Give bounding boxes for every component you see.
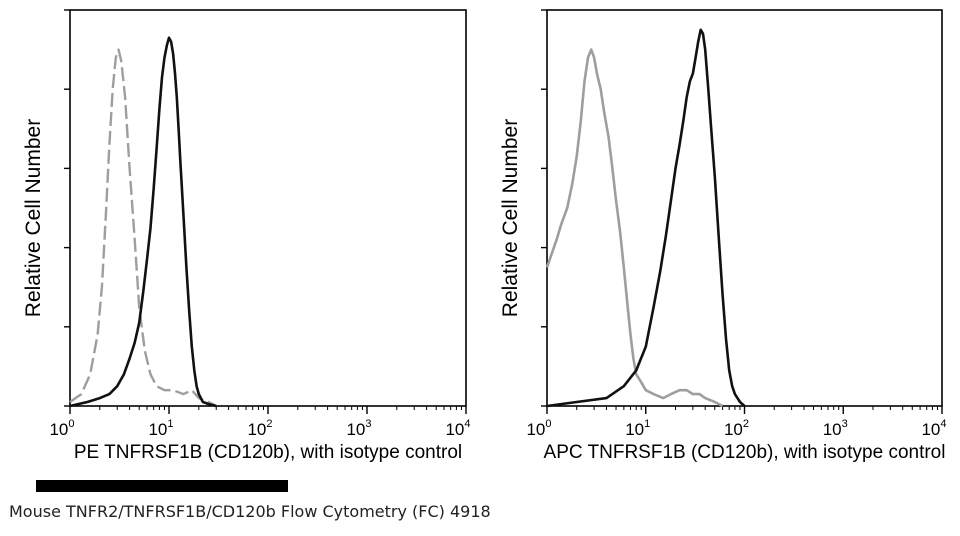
histogram-panel-1: 100 101 102 103 104 Relative Cell Number PE TN…: [22, 9, 471, 463]
y-axis-label: Relative Cell Number: [22, 119, 45, 317]
x-tick-label: 101: [625, 418, 650, 439]
histogram-series-2: [69, 36, 217, 408]
x-axis-label: APC TNFRSF1B (CD120b), with isotype cont…: [544, 442, 946, 463]
histogram-panel-2: 100 101 102 103 104 Relative Cell Number APC T…: [499, 9, 947, 463]
x-tick-label: 104: [445, 418, 470, 439]
x-tick-label: 104: [921, 418, 946, 439]
y-axis-label: Relative Cell Number: [499, 119, 522, 317]
x-tick-label: 103: [823, 418, 848, 439]
plot-frame: [69, 9, 467, 407]
redacted-copyright-bar: [36, 480, 288, 492]
x-tick-label: 102: [724, 418, 749, 439]
x-tick-label: 102: [247, 418, 272, 439]
histogram-series-2: [546, 28, 746, 408]
flow-cytometry-figure: 100 101 102 103 104 Relative Cell Number PE TN…: [22, 9, 947, 463]
histogram-series-1: [545, 48, 724, 408]
histogram-series-1: [69, 48, 217, 408]
figure-caption: Mouse TNFR2/TNFRSF1B/CD120b Flow Cytomet…: [9, 502, 491, 521]
x-tick-label: 103: [346, 418, 371, 439]
plot-frame: [546, 9, 943, 407]
x-axis-label: PE TNFRSF1B (CD120b), with isotype contr…: [74, 442, 462, 463]
x-tick-label: 101: [148, 418, 173, 439]
x-tick-label: 100: [526, 418, 551, 439]
x-tick-label: 100: [49, 418, 74, 439]
